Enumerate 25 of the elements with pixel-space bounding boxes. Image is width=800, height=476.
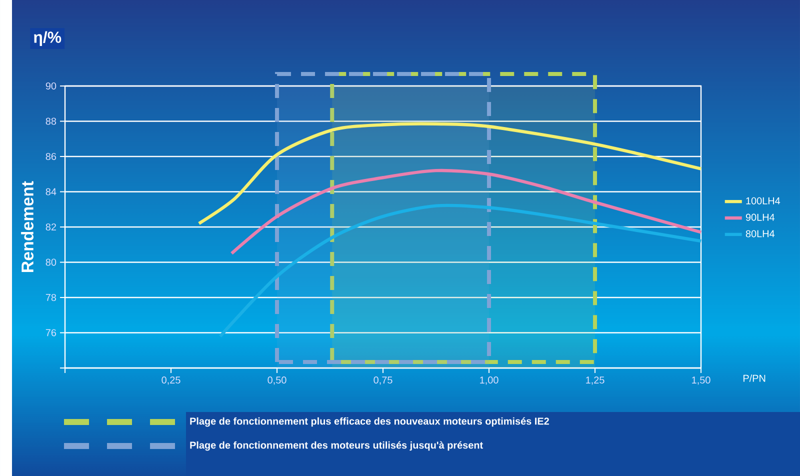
x-tick-label: 0,25 <box>162 376 180 385</box>
line-series <box>197 122 703 226</box>
y-tick-label: 82 <box>46 223 56 231</box>
x-tick-label: 0,75 <box>374 376 392 385</box>
line-series <box>218 204 703 338</box>
y-tick-label: 78 <box>46 294 56 302</box>
y-axis-title: Rendement <box>21 181 34 272</box>
legend-label: 90LH4 <box>746 214 775 221</box>
x-axis-title: P/PN <box>744 374 766 382</box>
y-tick-label: 84 <box>46 188 56 196</box>
y-tick-label: 76 <box>46 329 56 336</box>
legend-label: 100LH4 <box>746 197 780 204</box>
y-tick-label: 86 <box>46 152 56 160</box>
legend-label: Plage de fonctionnement des moteurs utilisés jusqu'à présent <box>190 441 483 451</box>
x-tick-label: 1,50 <box>692 376 710 385</box>
legend-label: 80LH4 <box>746 230 775 238</box>
line-series <box>230 168 703 256</box>
x-tick-label: 0,50 <box>268 376 286 385</box>
y-tick-label: 80 <box>46 258 56 266</box>
x-tick-label: 1,00 <box>480 376 498 385</box>
x-tick-label: 1,25 <box>586 376 604 385</box>
y-tick-label: 90 <box>46 82 56 90</box>
text: η/% <box>34 31 62 46</box>
y-tick-label: 88 <box>46 118 56 125</box>
legend-label: Plage de fonctionnement plus efficace des nouveaux moteurs optimisés IE2 <box>190 417 549 427</box>
